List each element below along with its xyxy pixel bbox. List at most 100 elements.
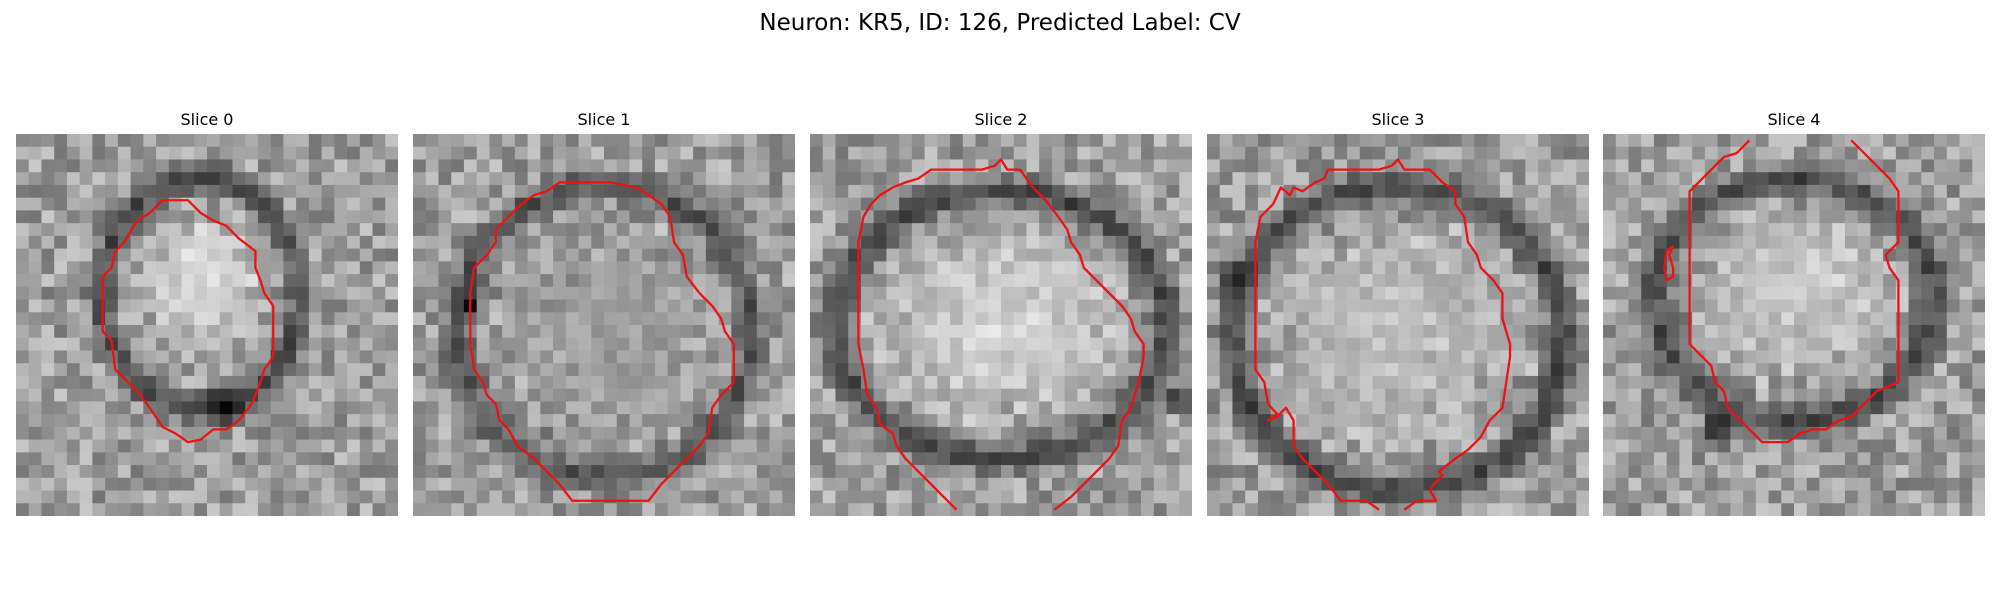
pixel (1207, 286, 1221, 300)
pixel (79, 465, 93, 479)
pixel (1013, 388, 1027, 402)
pixel (1372, 363, 1386, 377)
pixel (1934, 375, 1948, 390)
pixel (219, 503, 233, 516)
pixel (810, 401, 824, 415)
pixel (1051, 363, 1066, 377)
pixel (1499, 439, 1513, 453)
pixel (1653, 210, 1668, 224)
pixel (308, 350, 322, 364)
pixel (604, 210, 618, 224)
pixel (553, 197, 567, 211)
pixel (988, 503, 1002, 516)
pixel (1207, 337, 1221, 351)
pixel (219, 414, 233, 428)
pixel (1436, 286, 1450, 300)
pixel (1448, 235, 1463, 249)
pixel (1372, 210, 1386, 224)
pixel (66, 388, 81, 402)
pixel (66, 401, 81, 415)
pixel (604, 503, 618, 516)
pixel (385, 439, 398, 453)
pixel (591, 184, 605, 199)
pixel (1538, 134, 1552, 148)
pixel (270, 286, 284, 300)
pixel (1653, 503, 1668, 516)
pixel (1026, 286, 1040, 300)
pixel (1207, 325, 1221, 339)
pixel (693, 172, 707, 186)
pixel (1474, 134, 1488, 148)
pixel (1730, 388, 1744, 402)
pixel (1232, 172, 1246, 186)
pixel (1857, 210, 1871, 224)
pixel (194, 401, 208, 415)
pixel (321, 477, 335, 491)
pixel (270, 235, 284, 249)
pixel (1730, 261, 1744, 275)
pixel (413, 325, 427, 339)
pixel (756, 325, 770, 339)
pixel (438, 477, 452, 491)
pixel (1538, 350, 1552, 364)
pixel (1115, 503, 1129, 516)
pixel (41, 426, 55, 440)
pixel (502, 325, 516, 339)
pixel (937, 223, 951, 237)
pixel (591, 159, 605, 173)
pixel (1781, 490, 1795, 504)
pixel (1743, 261, 1757, 275)
pixel (347, 388, 361, 402)
pixel (117, 503, 131, 516)
pixel (1679, 363, 1693, 377)
pixel (1219, 172, 1233, 186)
pixel (1001, 490, 1015, 504)
pixel (886, 337, 900, 351)
pixel (1283, 325, 1297, 339)
pixel (489, 312, 503, 326)
pixel (578, 363, 592, 377)
pixel (347, 159, 361, 173)
pixel (667, 350, 681, 364)
pixel (1525, 337, 1539, 351)
pixel (1077, 235, 1091, 249)
pixel (1179, 363, 1192, 377)
pixel (1474, 172, 1488, 186)
pixel (219, 223, 233, 237)
pixel (860, 426, 875, 440)
pixel (1064, 274, 1078, 288)
pixel (527, 235, 541, 249)
pixel (1153, 439, 1167, 453)
pixel (1051, 401, 1066, 415)
pixel (451, 134, 465, 148)
pixel (899, 401, 913, 415)
pixel (1563, 375, 1577, 390)
pixel (1806, 261, 1820, 275)
pixel (1001, 465, 1015, 479)
pixel (334, 350, 348, 364)
pixel (1308, 490, 1322, 504)
pixel (810, 286, 824, 300)
pixel (1347, 146, 1361, 160)
pixel (1870, 184, 1884, 199)
pixel (1257, 146, 1272, 160)
pixel (886, 490, 900, 504)
pixel (1219, 286, 1233, 300)
pixel (1908, 235, 1922, 249)
pixel (924, 388, 938, 402)
pixel (1372, 299, 1386, 313)
pixel (899, 375, 913, 390)
pixel (1755, 465, 1769, 479)
pixel (1512, 184, 1526, 199)
pixel (1946, 375, 1960, 390)
figure-title: Neuron: KR5, ID: 126, Predicted Label: C… (759, 10, 1241, 36)
pixel (782, 477, 795, 491)
pixel (1628, 235, 1642, 249)
pixel (1615, 312, 1629, 326)
pixel (810, 503, 824, 516)
pixel (117, 274, 131, 288)
pixel (1051, 159, 1066, 173)
pixel (718, 184, 732, 199)
pixel (54, 414, 68, 428)
pixel (1615, 375, 1629, 390)
